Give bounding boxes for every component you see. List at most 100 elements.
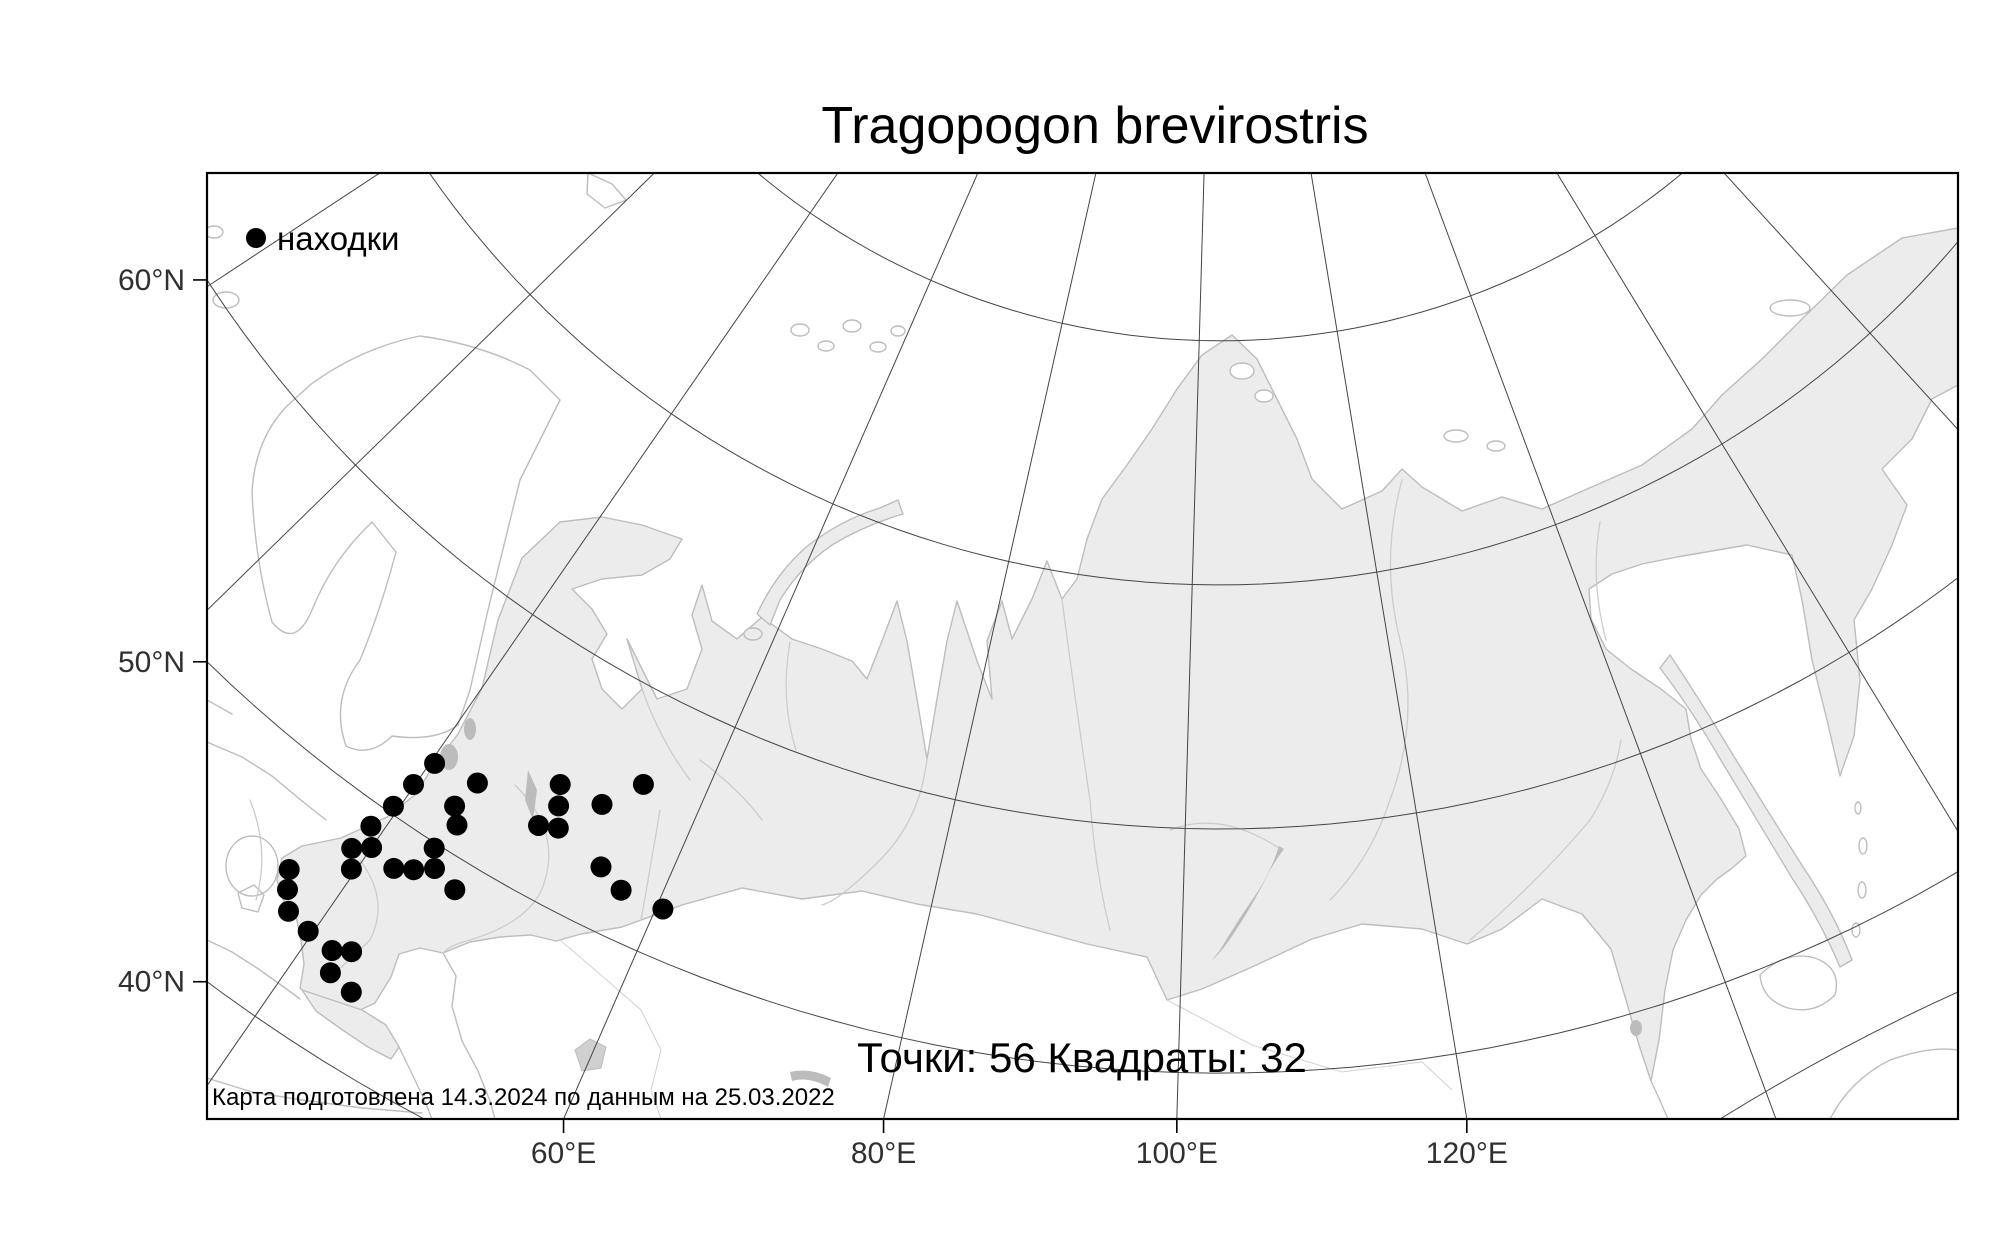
occurrence-marker <box>278 900 299 922</box>
country-border <box>559 939 662 1119</box>
occurrence-marker <box>444 795 466 817</box>
rivers <box>249 479 1622 976</box>
franz-josef-islands <box>790 319 906 353</box>
russia-landmass <box>276 227 1958 1082</box>
graticule-meridian <box>1556 173 1958 833</box>
occurrence-marker <box>444 879 466 901</box>
occurrence-marker <box>590 856 612 878</box>
lake-khanka <box>1630 1020 1642 1036</box>
sea-of-azov <box>225 835 279 897</box>
europe-coastline <box>207 699 233 715</box>
occurrence-marker <box>341 941 363 963</box>
occurrence-marker <box>403 859 425 881</box>
aral-sea <box>574 1038 607 1072</box>
occurrence-marker <box>528 815 549 836</box>
graticule-meridian <box>1310 173 1468 1119</box>
honshu-island <box>1829 1048 1958 1119</box>
graticule-parallel <box>756 173 1684 342</box>
country-border <box>1166 999 1453 1091</box>
graticule-meridian <box>207 173 839 1087</box>
occurrence-marker <box>547 817 569 839</box>
occurrence-marker <box>321 940 343 961</box>
svalbard-island <box>586 173 627 209</box>
axis-layer: 60°N 50°N 40°N 60°E 80°E 100°E 120°E <box>118 264 1508 1170</box>
hokkaido-island <box>1759 955 1838 1011</box>
occurrence-marker <box>297 920 319 942</box>
graticule-meridian <box>207 173 656 611</box>
occurrence-marker <box>424 858 445 879</box>
occurrence-marker <box>360 815 382 837</box>
occurrence-marker <box>549 774 571 795</box>
occurrence-marker <box>383 857 405 879</box>
legend-label: находки <box>277 220 399 257</box>
occurrence-marker <box>403 774 424 795</box>
occurrence-marker <box>548 795 570 817</box>
graticule-meridian <box>1424 173 1777 1119</box>
lon-tick-label: 120°E <box>1426 1137 1508 1170</box>
lon-tick-label: 100°E <box>1136 1137 1218 1170</box>
caspian-coastline <box>442 952 496 1119</box>
graticule-parallel <box>207 661 1958 1074</box>
occurrence-marker <box>319 962 341 984</box>
graticule-meridian <box>1176 173 1205 1119</box>
occurrence-marker <box>341 837 363 859</box>
graticule-meridian <box>1723 173 1958 431</box>
lat-tick-label: 40°N <box>118 966 185 999</box>
korea-coastline <box>1650 1080 1669 1119</box>
occurrence-marker <box>382 795 404 817</box>
stats-label: Точки: 56 Квадраты: 32 <box>857 1034 1307 1081</box>
new-siberian-island <box>1443 429 1469 443</box>
wrangel-island <box>1769 299 1811 317</box>
lon-tick-label: 60°E <box>531 1137 596 1170</box>
graticule-parallel <box>207 278 1958 830</box>
novaya-zemlya-island <box>756 499 904 626</box>
occurrence-marker <box>632 773 654 795</box>
caspian-coastline <box>398 1046 433 1119</box>
occurrence-marker <box>610 879 632 901</box>
occurrence-marker <box>423 837 445 859</box>
occurrence-markers-layer <box>277 752 674 1003</box>
occurrence-marker <box>466 772 488 794</box>
occurrence-marker <box>361 837 383 858</box>
lake-onega <box>464 718 476 740</box>
island-icon <box>207 225 224 239</box>
legend-marker-icon <box>246 228 266 248</box>
occurrence-marker <box>446 814 468 836</box>
caucasus-landmass <box>301 989 400 1060</box>
vaygach-island <box>743 627 763 641</box>
caption-label: Карта подготовлена 14.3.2024 по данным н… <box>212 1084 835 1111</box>
occurrence-marker <box>340 858 362 880</box>
graticule-meridian <box>883 173 1097 1119</box>
kuril-islands <box>1851 801 1868 938</box>
crimea-coastline <box>237 884 265 913</box>
anatolia-coastline <box>207 1077 423 1114</box>
sakhalin-island <box>1659 654 1853 968</box>
occurrence-marker <box>591 793 613 815</box>
lat-tick-label: 50°N <box>118 646 185 679</box>
graticule-meridian <box>562 173 979 1119</box>
map-frame <box>205 171 1960 1121</box>
occurrence-marker <box>277 879 298 900</box>
lat-tick-label: 60°N <box>118 264 185 297</box>
lake-baikal <box>1212 846 1284 960</box>
scandinavia-landmass <box>251 335 561 751</box>
basemap-layer <box>207 173 1958 1119</box>
lake-balkhash <box>790 1070 831 1087</box>
europe-coastline <box>207 741 327 821</box>
occurrence-marker <box>340 981 362 1003</box>
volga-reservoir <box>525 770 537 820</box>
severnaya-zemlya-island <box>1229 362 1255 380</box>
figure-title: Tragopogon brevirostris <box>821 97 1368 155</box>
occurrence-marker <box>652 898 674 920</box>
occurrence-marker <box>278 859 300 880</box>
turkey-coastline <box>207 939 301 1000</box>
lon-tick-label: 80°E <box>851 1137 916 1170</box>
severnaya-zemlya-island <box>1254 389 1274 403</box>
graticule-arc <box>1719 991 1958 1119</box>
occurrence-marker <box>424 752 446 774</box>
new-siberian-island <box>1486 440 1506 452</box>
graticule-parallel <box>428 173 1958 586</box>
